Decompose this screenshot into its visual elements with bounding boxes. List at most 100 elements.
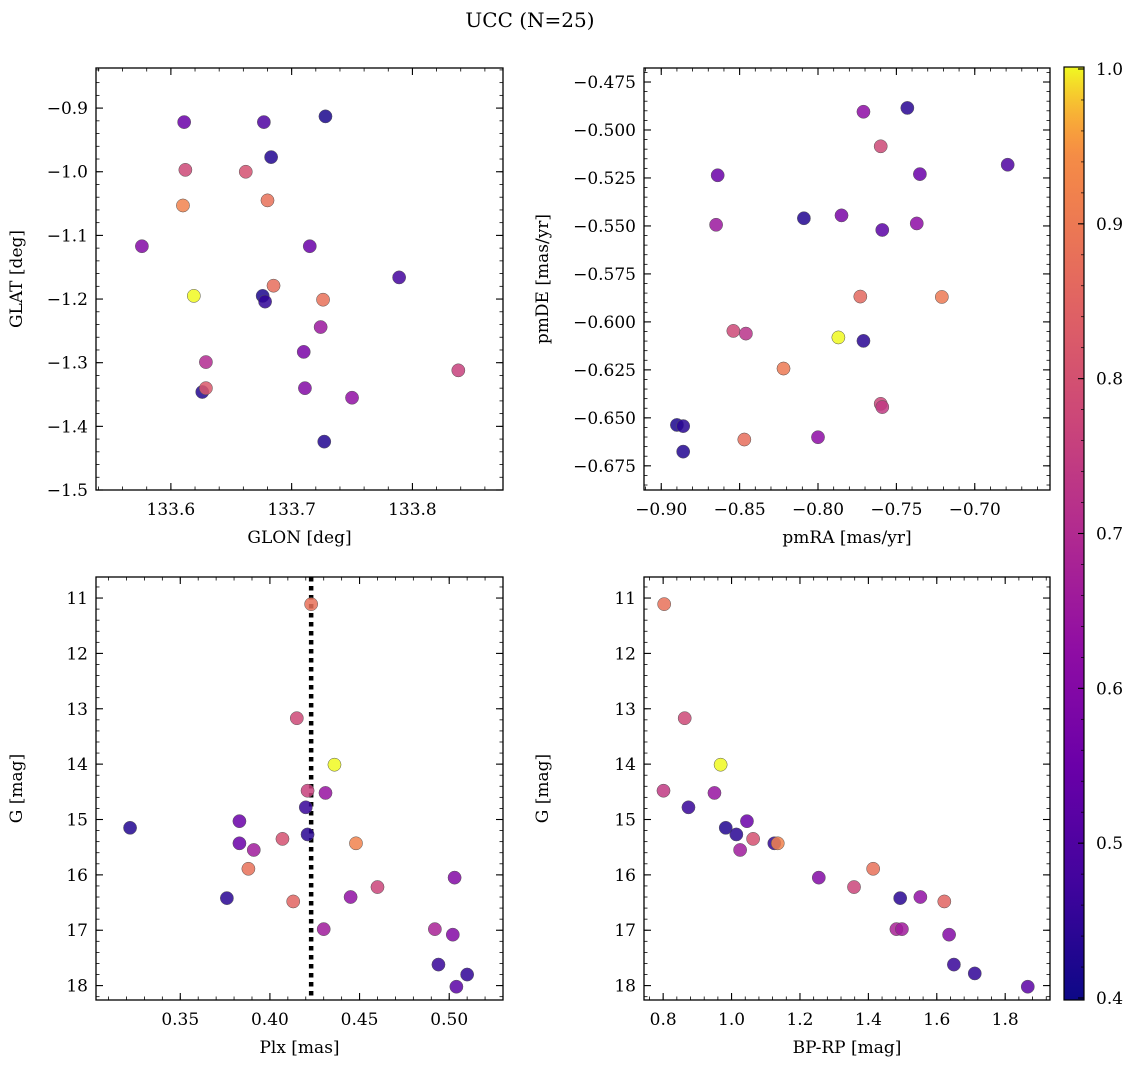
scatter-point (909, 216, 924, 231)
scatter-point (238, 164, 253, 179)
y-tick-label: −1.0 (47, 163, 88, 183)
panel-frame (95, 576, 504, 1001)
scatter-point (856, 334, 871, 348)
scatter-point (676, 444, 691, 459)
x-axis-label: pmRA [mas/yr] (782, 528, 911, 548)
y-tick-label: 18 (66, 977, 88, 997)
y-tick-label: −0.625 (573, 361, 636, 381)
colorbar-tick-label: 0.9 (1096, 215, 1123, 235)
x-tick-label: 0.40 (251, 1010, 289, 1030)
colorbar-tick-label: 0.8 (1096, 370, 1123, 390)
scatter-point (656, 783, 671, 798)
x-tick-label: 1.2 (786, 1010, 813, 1030)
scatter-point (900, 101, 915, 115)
scatter-point (853, 289, 868, 304)
scatter-point (718, 820, 733, 835)
y-tick-label: −0.650 (573, 409, 636, 429)
scatter-point (947, 957, 961, 972)
scatter-point (178, 162, 193, 177)
y-axis-label: pmDE [mas/yr] (533, 214, 553, 344)
scatter-point (304, 597, 319, 611)
scatter-point (797, 211, 811, 226)
y-tick-label: −0.500 (573, 121, 636, 141)
panel-frame (643, 576, 1051, 1001)
x-tick-label: −0.80 (792, 500, 844, 520)
scatter-point (392, 270, 406, 285)
scatter-point (739, 326, 753, 341)
colorbar-tick-label: 0.6 (1096, 679, 1123, 699)
scatter-point (289, 711, 304, 726)
scatter-point (895, 922, 909, 936)
scatter-point (770, 836, 785, 851)
scatter-point (913, 167, 927, 181)
scatter-point (241, 861, 256, 876)
x-axis-label: GLON [deg] (247, 528, 351, 548)
y-tick-label: 16 (614, 866, 636, 886)
x-tick-label: −0.75 (870, 500, 922, 520)
y-tick-label: 17 (614, 921, 636, 941)
scatter-point (873, 139, 888, 154)
x-tick-label: 1.4 (855, 1010, 882, 1030)
y-tick-label: 13 (614, 700, 636, 720)
y-tick-label: 17 (66, 921, 88, 941)
scatter-point (199, 355, 213, 369)
scatter-point (186, 289, 201, 303)
scatter-point (677, 711, 692, 726)
y-tick-label: −0.9 (47, 99, 88, 119)
scatter-point (343, 890, 358, 904)
y-tick-label: 13 (66, 700, 88, 720)
scatter-point (811, 430, 825, 445)
scatter-point (657, 597, 672, 611)
scatter-point (707, 786, 722, 800)
y-tick-label: −1.4 (47, 417, 88, 437)
y-tick-label: −1.1 (47, 226, 88, 246)
scatter-point (258, 294, 272, 309)
y-axis-label: GLAT [deg] (7, 230, 27, 328)
x-tick-label: 133.8 (388, 500, 437, 520)
scatter-point (893, 891, 908, 905)
y-tick-label: −0.475 (573, 73, 636, 93)
x-tick-label: 0.8 (650, 1010, 677, 1030)
scatter-point (316, 292, 330, 307)
y-tick-label: 11 (614, 589, 636, 609)
x-tick-label: −0.70 (949, 500, 1001, 520)
scatter-point (345, 390, 359, 405)
y-tick-label: 12 (614, 644, 636, 664)
scatter-point (709, 217, 723, 232)
scatter-point (176, 198, 190, 213)
scatter-point (199, 381, 213, 396)
scatter-point (1000, 157, 1015, 172)
y-axis-label: G [mag] (7, 754, 27, 823)
scatter-point (316, 922, 331, 936)
scatter-point (737, 432, 752, 447)
colorbar-top-band (1064, 67, 1084, 157)
y-tick-label: −1.2 (47, 290, 88, 310)
scatter-point (318, 786, 333, 800)
x-tick-label: 1.0 (718, 1010, 745, 1030)
scatter-point (447, 870, 462, 885)
x-axis-label: BP-RP [mag] (793, 1038, 902, 1058)
x-tick-label: 0.35 (161, 1010, 199, 1030)
y-tick-label: 14 (66, 755, 88, 775)
scatter-point (232, 814, 247, 829)
colorbar-tick-label: 1.0 (1096, 60, 1123, 80)
panel-4: 0.8 1.0 1.2 1.4 1.6 1.8 11 12 13 14 15 16 17 18 BP-RP … (533, 576, 1051, 1058)
colorbar-gradient (1064, 67, 1084, 1000)
colorbar-tick-label: 0.5 (1096, 834, 1123, 854)
scatter-point (275, 832, 290, 846)
scatter-point (296, 345, 311, 359)
scatter-point (257, 115, 271, 129)
scatter-point (733, 843, 747, 857)
colorbar-tick-label: 0.7 (1096, 525, 1123, 545)
scatter-point (875, 400, 890, 414)
scatter-point (445, 927, 460, 942)
y-tick-label: −0.575 (573, 265, 636, 285)
colorbar-tick-label: 0.4 (1096, 989, 1123, 1009)
y-tick-label: −0.675 (573, 457, 636, 477)
scatter-point (349, 836, 363, 851)
scatter-point (460, 967, 474, 982)
panels: 133.6 133.7 133.8 −1.5 −1.4 −1.3 −1.2 −1.1 −1.0 −… (7, 67, 1051, 1058)
y-tick-label: 12 (66, 644, 88, 664)
scatter-point (246, 843, 261, 857)
scatter-point (370, 880, 385, 894)
